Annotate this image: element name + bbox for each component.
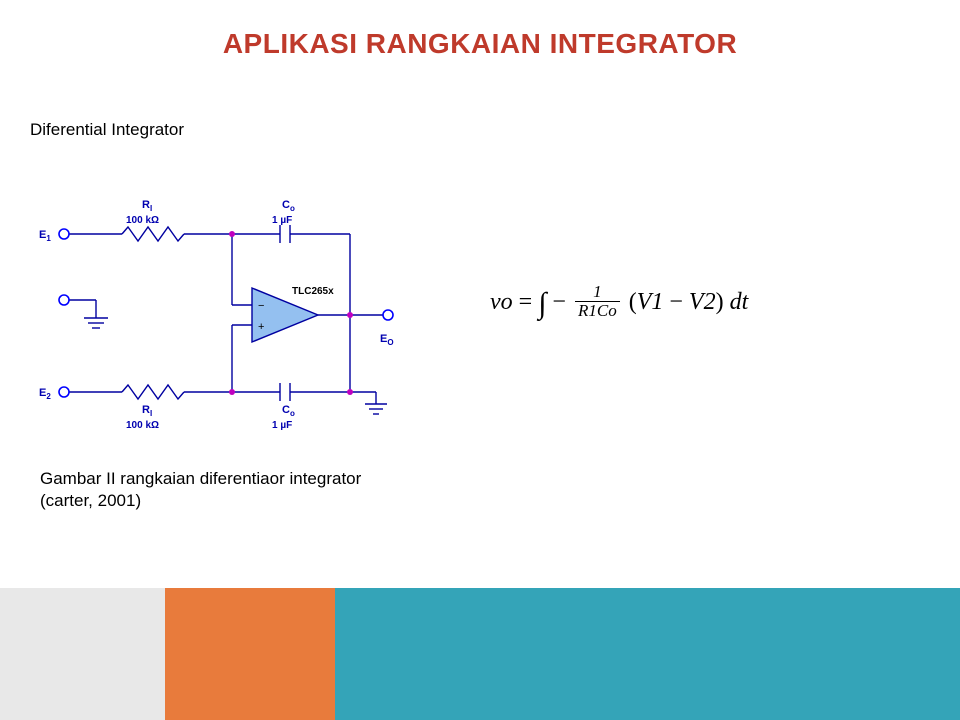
node-eo: E [380,333,387,345]
c-bot-name: C [282,404,290,416]
footer-bars [0,588,960,720]
svg-text:Co: Co [282,404,295,418]
page-title: APLIKASI RANGKAIAN INTEGRATOR [0,0,960,60]
svg-text:E1: E1 [39,229,51,243]
c-top-name: C [282,199,290,211]
svg-text:EO: EO [380,333,394,347]
opamp-label: TLC265x [292,286,334,297]
section-subtitle: Diferential Integrator [30,120,184,140]
r-top-value: 100 kΩ [126,215,159,226]
r-bot-value: 100 kΩ [126,420,159,431]
circuit-diagram: − + E1 E2 EO RI 100 kΩ Co 1 [34,180,414,455]
r-top-name: R [142,199,150,211]
svg-text:−: − [258,300,264,312]
figure-caption: Gambar II rangkaian diferentiaor integra… [40,468,361,512]
c-top-value: 1 µF [272,215,292,226]
c-bot-value: 1 µF [272,420,292,431]
svg-text:+: + [258,321,264,333]
svg-text:E2: E2 [39,387,51,401]
svg-text:RI: RI [142,404,152,418]
node-e2: E [39,387,46,399]
node-e1: E [39,229,46,241]
r-bot-name: R [142,404,150,416]
svg-text:RI: RI [142,199,152,213]
equation: vo = ∫ − 1R1Co (V1 − V2) dt [490,285,748,322]
svg-text:Co: Co [282,199,295,213]
